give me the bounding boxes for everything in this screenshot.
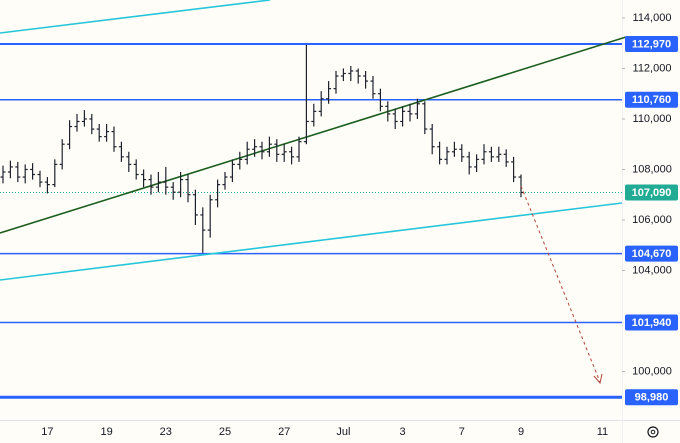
settings-icon[interactable] — [647, 426, 659, 438]
x-tick-label: 11 — [597, 426, 608, 438]
y-tick-label: 110,000 — [633, 113, 672, 125]
x-tick-label: 27 — [278, 426, 290, 438]
price-label-box — [625, 314, 678, 331]
x-tick-label: 7 — [459, 426, 465, 438]
price-label: 107,090 — [632, 187, 672, 199]
x-tick-label: 9 — [518, 426, 524, 438]
trend-line — [0, 0, 271, 34]
x-tick-label: 19 — [100, 426, 112, 438]
price-label: 110,760 — [632, 94, 671, 106]
y-tick-label: 112,000 — [633, 62, 672, 74]
axis: 100,000 104,000 106,000 108,000 110,000 112,0… — [41, 12, 678, 438]
projection-arrow — [520, 185, 601, 383]
x-tick-label: Jul — [336, 426, 350, 438]
price-label-box — [625, 184, 678, 201]
x-tick-label: 23 — [160, 426, 172, 438]
x-tick-label: 17 — [41, 426, 53, 438]
price-label-box — [625, 245, 678, 262]
price-label: 112,970 — [632, 38, 671, 50]
levels — [0, 42, 622, 399]
y-tick-label: 108,000 — [632, 163, 672, 175]
y-tick-label: 106,000 — [632, 214, 672, 226]
arrow-head — [593, 373, 603, 385]
y-tick-label: 104,000 — [632, 264, 672, 276]
price-label-box — [625, 35, 678, 52]
channel-line — [0, 202, 623, 281]
price-label-box — [625, 389, 678, 406]
x-tick-label: 25 — [219, 426, 231, 438]
price-label: 98,980 — [635, 392, 669, 404]
y-tick-label: 114,000 — [633, 12, 672, 24]
price-label: 101,940 — [632, 317, 672, 329]
x-tick-label: 3 — [400, 426, 406, 438]
bars — [0, 44, 524, 253]
price-label: 104,670 — [632, 248, 672, 260]
trend-line — [0, 36, 627, 234]
y-tick-label: 100,000 — [632, 365, 672, 377]
price-label-box — [625, 91, 678, 108]
